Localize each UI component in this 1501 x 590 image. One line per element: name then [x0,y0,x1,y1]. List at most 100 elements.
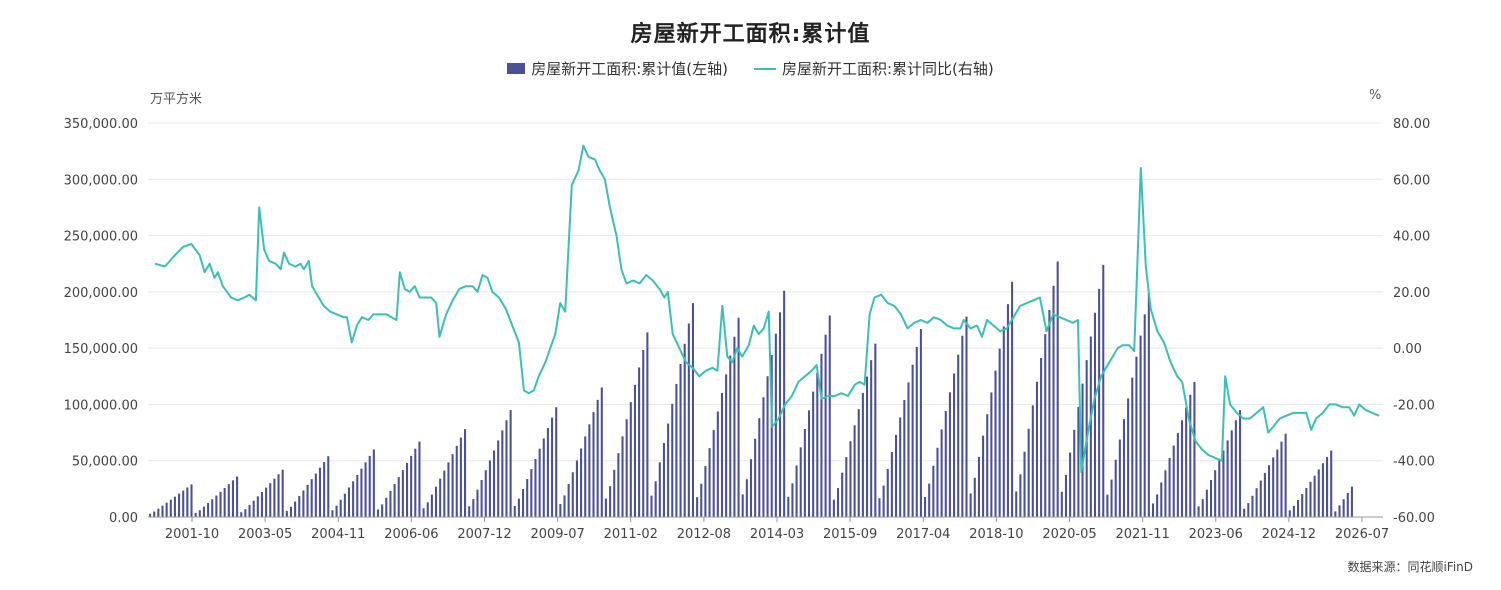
bar [924,496,927,517]
bar [845,457,848,517]
bar [1259,480,1262,517]
bar [895,434,898,517]
bar [1060,491,1063,517]
x-tick-label: 2017-04 [896,527,950,542]
legend: 房屋新开工面积:累计值(左轴) 房屋新开工面积:累计同比(右轴) [0,58,1501,79]
bar [455,445,458,517]
right-tick-label: -20.00 [1393,398,1435,413]
left-tick-label: 0.00 [109,511,138,526]
bar [675,383,678,517]
bar [1305,487,1308,517]
bar [828,315,831,517]
bar [265,487,268,517]
bar [459,437,462,517]
bar [766,376,769,517]
bar [368,455,371,517]
bar [878,498,881,517]
bar [1321,463,1324,517]
bar [1164,470,1167,517]
bar [812,391,815,517]
bar [538,448,541,517]
bar [998,348,1001,517]
bar [273,478,276,517]
bar [534,458,537,517]
bar [977,456,980,517]
bar [1156,494,1159,517]
bar [928,483,931,517]
bar [1185,407,1188,517]
bar [1006,304,1009,517]
bar [957,354,960,517]
bar [256,496,259,517]
bar [157,508,160,517]
bar [323,462,326,517]
bar [1135,356,1138,517]
bar [567,483,570,517]
bar [911,364,914,517]
bar [1222,450,1225,517]
bar [1230,430,1233,517]
bar [244,509,247,517]
right-tick-label: -40.00 [1393,455,1435,470]
bar [807,410,811,517]
bar [1214,470,1217,517]
bar [347,487,351,517]
bar [198,510,201,517]
bar [1056,261,1059,517]
bar [940,429,943,517]
bar [903,400,906,517]
bar [857,409,860,517]
bar [352,481,355,517]
x-tick-label: 2006-06 [384,527,438,542]
legend-label-line: 房屋新开工面积:累计同比(右轴) [782,60,994,78]
bar [613,469,616,517]
bar [551,417,554,517]
bar [1048,310,1051,517]
bar [318,467,322,517]
bar [1019,474,1022,517]
bar [418,441,421,517]
bar [1276,449,1279,517]
bar [1251,495,1254,517]
gridlines [148,122,1383,462]
right-tick-label: 40.00 [1393,230,1430,245]
bar [1122,419,1126,517]
bar [691,303,695,517]
bar [1263,472,1266,517]
bar [1114,459,1117,517]
bar [799,447,802,517]
bar [936,447,939,517]
bar [870,360,873,517]
bar [1288,510,1291,517]
right-tick-label: 20.00 [1393,286,1430,301]
bar [240,512,243,517]
bar [364,462,367,517]
bar [161,505,164,517]
bar [476,489,479,517]
source-note: 数据来源：同花顺iFinD [1347,560,1473,574]
x-tick-label: 2014-03 [750,527,804,542]
bar [907,382,910,517]
bar-series [149,261,1353,517]
bar [948,392,951,517]
bar [973,477,976,517]
bar [464,429,467,517]
legend-item-bars[interactable]: 房屋新开工面积:累计值(左轴) [507,58,728,79]
bar [186,487,189,517]
bar [1027,428,1030,517]
bar [642,349,645,517]
bar [335,505,338,517]
right-axis-unit: % [1369,88,1382,103]
bar [298,495,301,517]
left-tick-label: 50,000.00 [72,455,138,470]
bar [430,494,433,517]
bar [1139,335,1142,517]
legend-item-line[interactable]: 房屋新开工面积:累计同比(右轴) [754,58,994,79]
bar [434,486,438,517]
bar [654,481,657,517]
bar [1118,439,1121,517]
x-tick-label: 2009-07 [530,527,584,542]
bar [1255,488,1258,517]
bar [841,472,844,517]
bar [658,462,661,517]
